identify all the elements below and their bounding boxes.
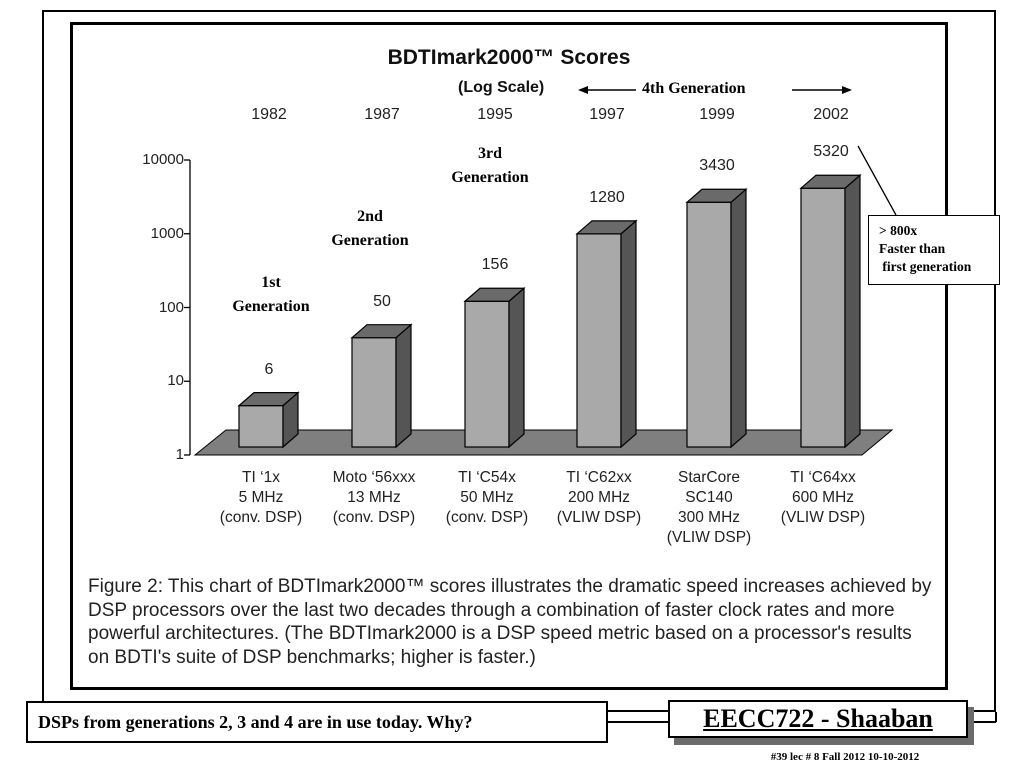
category-label-line: (VLIW DSP)	[780, 509, 866, 526]
bar	[350, 323, 413, 449]
category-label-line: (conv. DSP)	[332, 509, 416, 526]
bar-value-label: 6	[264, 360, 274, 378]
bar	[799, 173, 862, 449]
category-label-line: (VLIW DSP)	[556, 509, 642, 526]
generation-label-line: 3rd	[478, 145, 502, 162]
bar-top	[463, 287, 526, 302]
y-tick-label: 1	[175, 446, 184, 463]
slide-footer: #39 lec # 8 Fall 2012 10-10-2012	[770, 751, 920, 763]
category-label-line: TI ‘C64xx	[790, 469, 856, 486]
bar-front	[686, 201, 732, 448]
bar-front	[351, 337, 397, 448]
callout-line: first generation	[879, 259, 972, 274]
category-label-line: 300 MHz	[677, 509, 741, 526]
bar	[685, 187, 748, 449]
figure-caption: Figure 2: This chart of BDTImark2000™ sc…	[88, 576, 932, 668]
callout-line: > 800x	[879, 223, 918, 238]
category-label-line: 600 MHz	[791, 489, 855, 506]
generation-label-line: 2nd	[357, 208, 383, 225]
category-label-line: TI ‘C54x	[458, 469, 516, 486]
category-label: TI ‘1x 5 MHz (conv. DSP)	[205, 468, 317, 528]
year-label: 1995	[477, 106, 513, 123]
category-label-line: Moto ‘56xxx	[332, 469, 416, 486]
category-label-line: 200 MHz	[567, 489, 631, 506]
year-label: 1987	[364, 106, 400, 123]
generation-label-line: Generation	[232, 298, 310, 315]
year-label: 1999	[699, 106, 735, 123]
category-label-line: 50 MHz	[460, 489, 514, 506]
bar-value-label: 3430	[699, 157, 735, 175]
scale-note: (Log Scale)	[458, 79, 545, 96]
category-label: Moto ‘56xxx 13 MHz (conv. DSP)	[318, 468, 430, 528]
bar-value-label: 156	[481, 256, 509, 274]
callout-line: Faster than	[879, 241, 946, 256]
category-label: TI ‘C64xx 600 MHz (VLIW DSP)	[767, 468, 879, 528]
bar-top	[799, 174, 862, 189]
generation-label-line: 1st	[261, 274, 281, 291]
y-tick-label: 10	[167, 372, 184, 390]
generation-label: 2nd Generation	[312, 205, 428, 253]
y-axis	[184, 159, 191, 456]
y-tick-label: 1000	[150, 224, 184, 242]
bar	[463, 286, 526, 449]
bar-value-label: 50	[373, 292, 391, 310]
y-tick-label: 10000	[142, 151, 184, 168]
year-label: 2002	[813, 106, 849, 123]
chart-title: BDTImark2000™ Scores	[387, 46, 631, 69]
generation-arrows	[578, 86, 852, 94]
category-label: TI ‘C62xx 200 MHz (VLIW DSP)	[543, 468, 655, 528]
year-label: 1982	[251, 106, 287, 123]
category-label-line: TI ‘C62xx	[566, 469, 632, 486]
generation-label: 1st Generation	[213, 271, 329, 319]
bar-top	[575, 220, 638, 235]
callout-leader-line	[857, 145, 897, 216]
bar-front	[576, 233, 622, 448]
bar-top	[350, 324, 413, 339]
category-label-line: SC140	[685, 489, 733, 506]
arrow-right-head	[842, 86, 852, 94]
bar-top	[237, 392, 300, 407]
year-label: 1997	[589, 106, 625, 123]
category-label-line: TI ‘1x	[242, 469, 280, 486]
arrow-left-head	[578, 86, 588, 94]
category-label-line: (conv. DSP)	[445, 509, 529, 526]
bar-value-label: 1280	[589, 188, 625, 206]
y-tick-label: 100	[158, 298, 184, 316]
bars	[237, 173, 862, 449]
question-note: DSPs from generations 2, 3 and 4 are in …	[26, 701, 608, 743]
generation-banner: 4th Generation	[642, 80, 746, 97]
category-label: StarCore SC140 300 MHz (VLIW DSP)	[653, 468, 765, 548]
bar-value-label: 5320	[813, 143, 849, 161]
generation-label: 3rd Generation	[432, 142, 548, 190]
generation-label-line: Generation	[331, 232, 409, 249]
bar-front	[800, 187, 846, 448]
figure-frame	[70, 22, 948, 690]
category-label-line: 13 MHz	[347, 489, 401, 506]
course-badge: EECC722 - Shaaban	[668, 700, 968, 738]
bar-top	[685, 188, 748, 203]
category-label: TI ‘C54x 50 MHz (conv. DSP)	[431, 468, 543, 528]
bar	[237, 391, 300, 449]
bar	[575, 219, 638, 449]
callout-box: > 800x Faster than first generation	[868, 215, 1000, 285]
category-label-line: StarCore	[677, 469, 741, 486]
generation-label-line: Generation	[451, 169, 529, 186]
category-label-line: (conv. DSP)	[219, 509, 303, 526]
category-label-line: 5 MHz	[238, 489, 284, 506]
category-label-line: (VLIW DSP)	[666, 529, 752, 546]
